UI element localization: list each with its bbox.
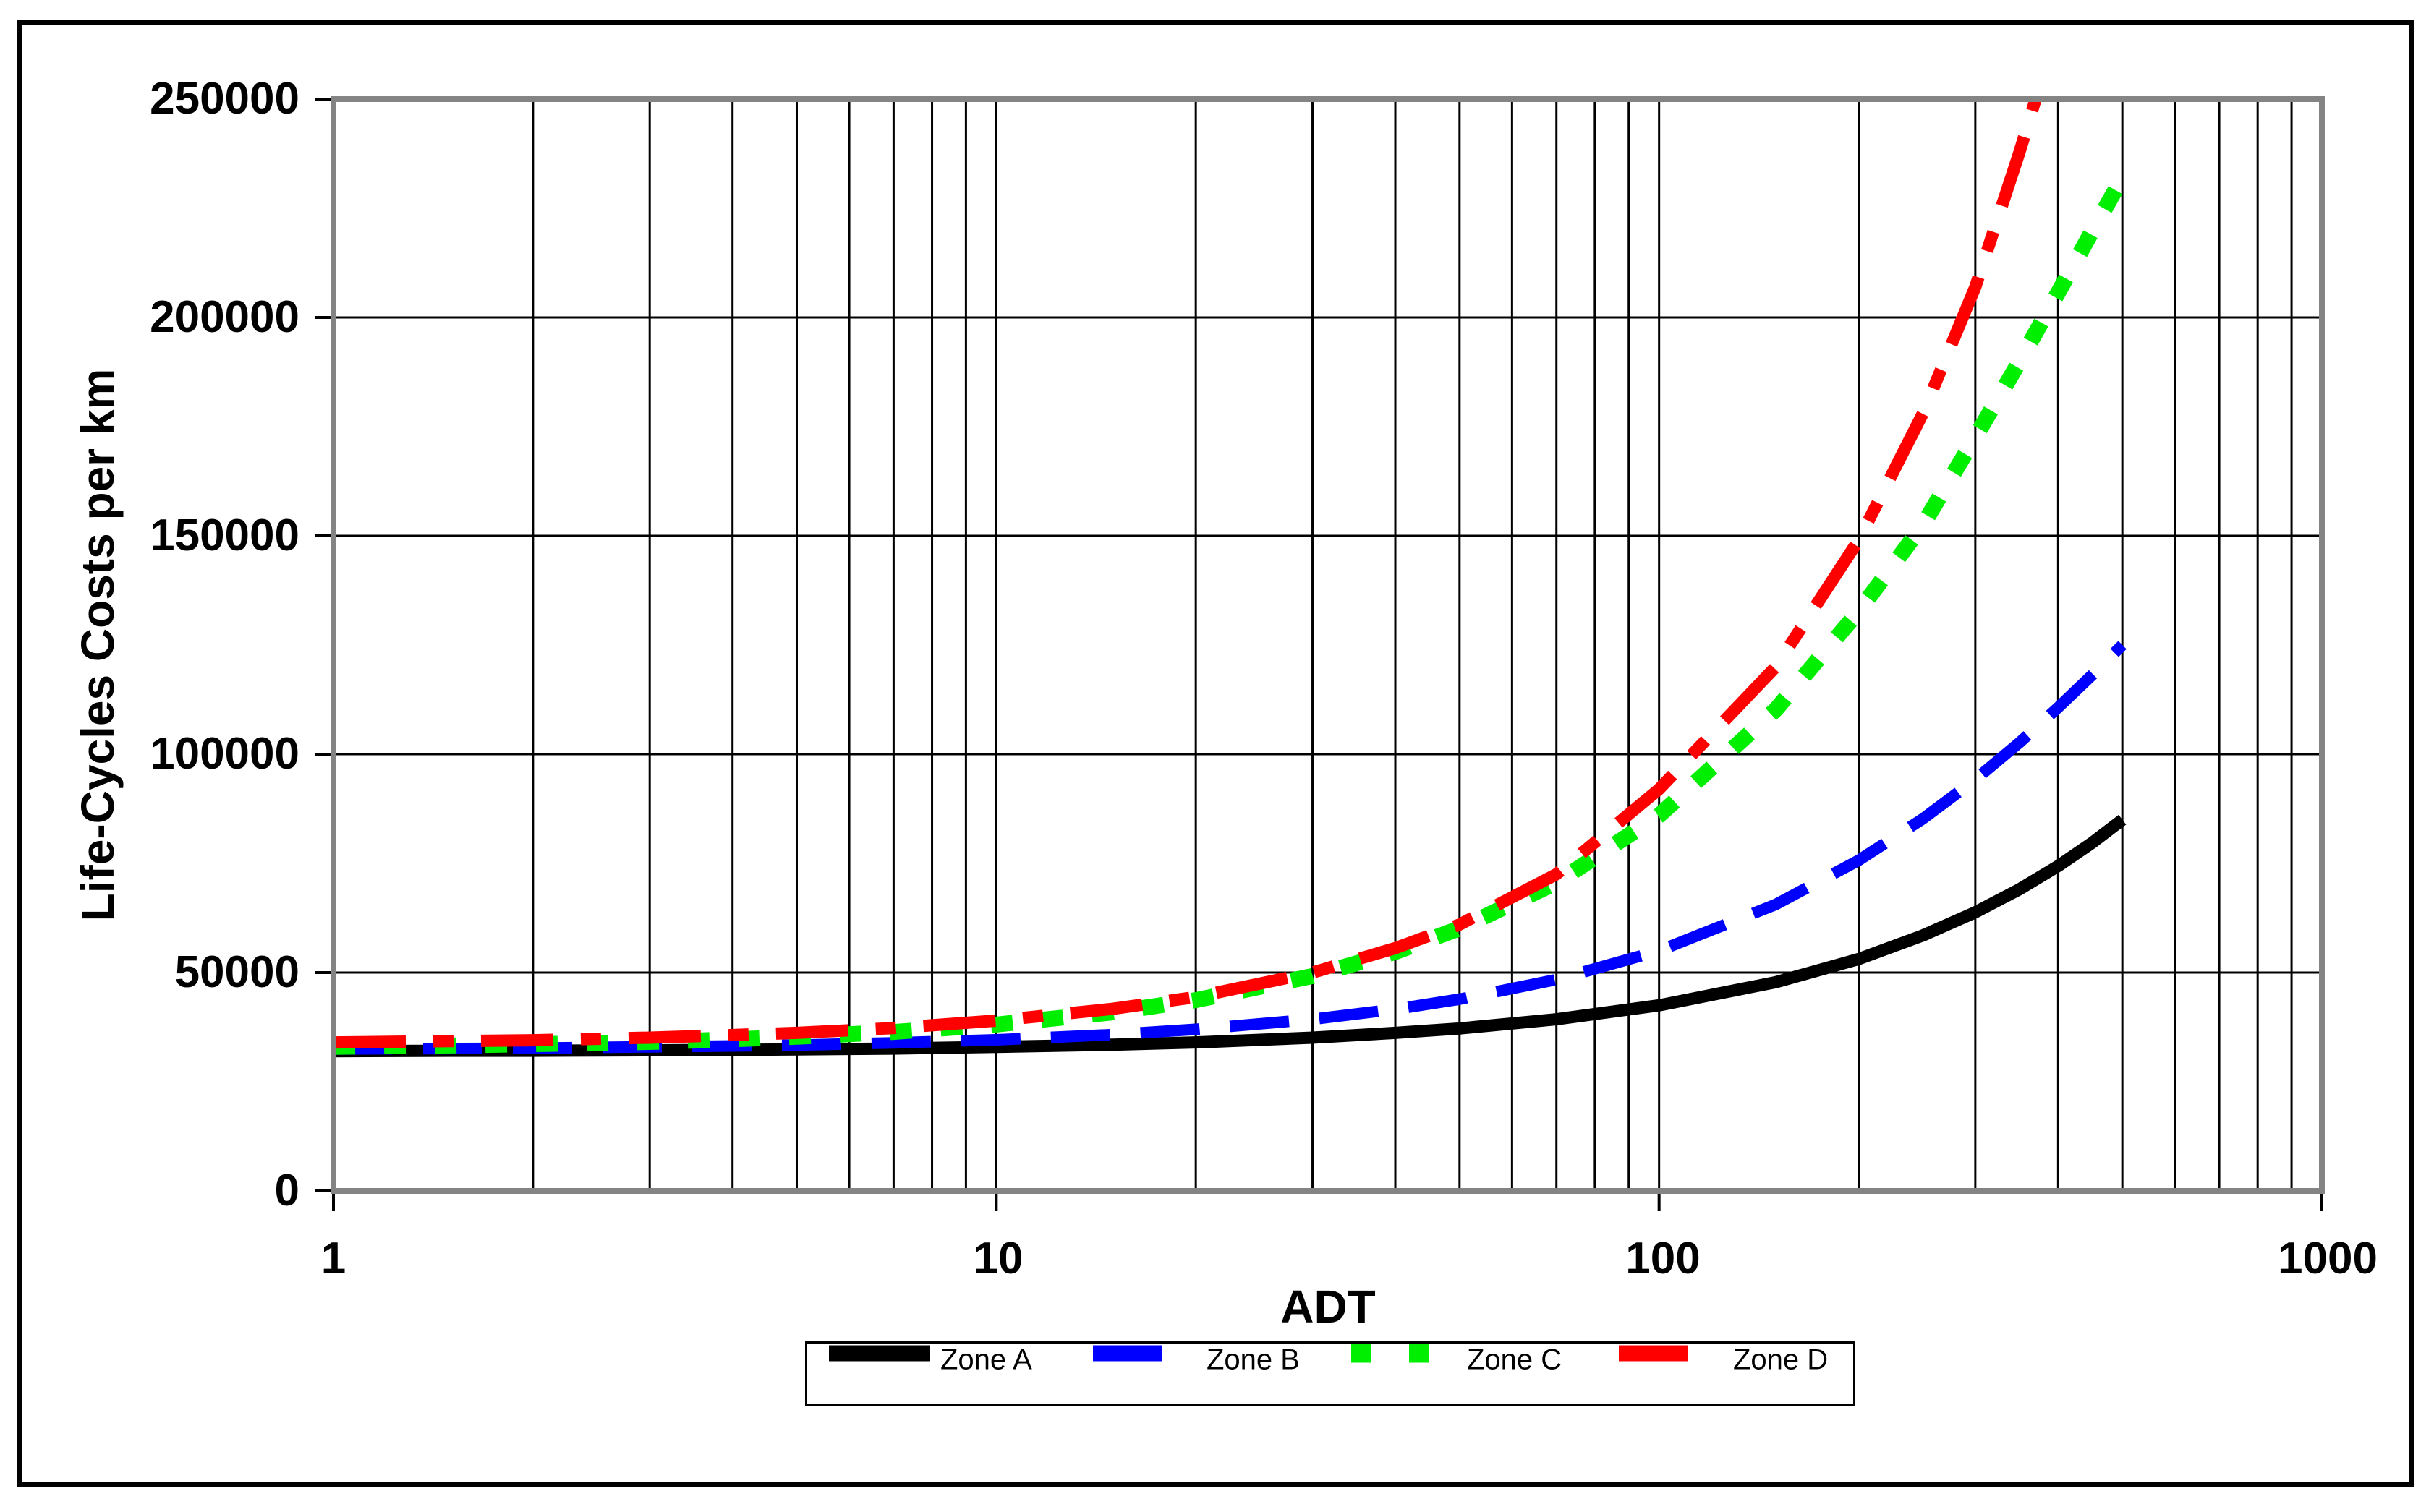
x-axis-title: ADT: [1280, 1281, 1376, 1333]
x-tick-label-1000: 1000: [2278, 1234, 2378, 1284]
series-line-zone-d: [333, 97, 2042, 1049]
y-tick-label-200000: 200000: [150, 292, 299, 342]
x-tick-label-10: 10: [973, 1234, 1024, 1284]
legend-swatch-zone-a: [829, 1344, 930, 1404]
series-line-zone-a: [333, 814, 2127, 1058]
legend-swatch-zone-c: [1351, 1344, 1432, 1404]
x-tick-label-1: 1: [320, 1234, 346, 1284]
legend-label-zone-a: Zone A: [940, 1344, 1032, 1375]
y-tick-label-100000: 100000: [150, 729, 299, 779]
legend-swatch-zone-b: [1093, 1344, 1162, 1404]
plot-area-frame: [331, 96, 2325, 1194]
y-tick-label-250000: 250000: [150, 74, 299, 124]
y-tick-label-50000: 50000: [174, 947, 299, 997]
legend-label-zone-c: Zone C: [1467, 1344, 1562, 1375]
y-tick-label-150000: 150000: [150, 511, 299, 560]
legend-label-zone-b: Zone B: [1207, 1344, 1300, 1375]
y-tick-label-0: 0: [274, 1166, 299, 1216]
legend-swatch-zone-d: [1619, 1344, 1688, 1404]
legend-label-zone-d: Zone D: [1733, 1344, 1829, 1375]
series-lines: [333, 97, 2129, 1058]
legend-box: Zone A Zone B Zone C Zone D: [805, 1341, 1855, 1406]
y-axis-title: Life-Cycles Costs per km: [72, 368, 124, 922]
series-line-zone-c: [333, 174, 2129, 1055]
x-tick-label-100: 100: [1625, 1234, 1701, 1284]
